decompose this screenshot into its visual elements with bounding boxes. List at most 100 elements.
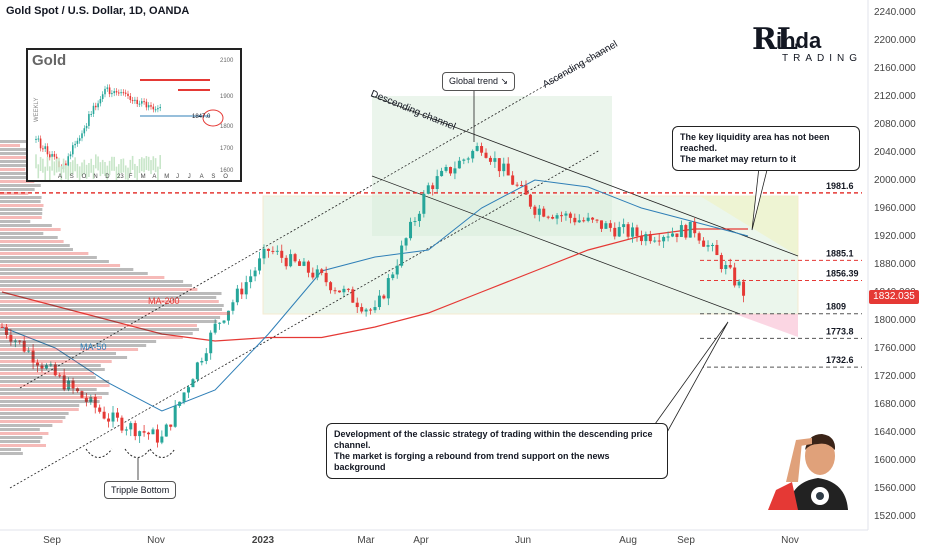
candle [444,164,448,173]
candle [657,233,661,246]
inset-candle-body [104,88,106,95]
inset-candle-body [67,156,69,166]
candle [742,279,746,303]
candle [302,257,306,267]
candle [355,297,359,314]
inset-candle-body [118,92,120,94]
candle [195,361,199,383]
price-tick: 1520.000 [874,511,916,522]
volume-profile-bar [0,316,221,319]
candle [124,426,128,436]
inset-candle-body [42,148,44,150]
volume-profile-bar [0,328,200,331]
volume-profile-bar [0,320,218,323]
volume-profile-bar [0,236,58,239]
candle [262,244,266,265]
inset-candle-body [39,138,42,149]
inset-volume-bar [99,162,102,177]
strategy-note-line2: The market is forging a rebound from tre… [334,451,610,472]
candle [386,273,390,306]
candle [404,237,408,251]
volume-profile-bar [0,152,28,155]
inset-candle-body [97,103,99,108]
inset-volume-bar [49,166,51,180]
bottom-arc-3 [149,448,176,458]
inset-x-tick: J [188,174,191,180]
candle [111,406,115,428]
candle [346,288,350,293]
inset-volume-bar [69,161,72,176]
candle [337,290,341,293]
inset-x-tick: S [211,174,215,180]
candle [58,372,62,378]
volume-profile-bar [0,284,192,287]
ma50-label: MA-50 [80,342,107,352]
candle [98,404,102,414]
inset-volume-bar [92,164,95,179]
candle [147,431,151,440]
volume-profile-bar [0,356,128,359]
inset-candle-body [127,93,129,96]
inset-volume-bar [106,165,109,180]
candle [275,245,279,256]
inset-candle-body [99,99,102,104]
candle [524,180,528,195]
volume-profile-bar [0,240,64,243]
candle [555,212,559,225]
candle [679,220,683,238]
candle [333,287,337,295]
inset-candle-body [145,101,148,108]
volume-profile-bar [0,424,53,427]
liquidity-note-line1: The key liquidity area has not been reac… [680,132,830,153]
inset-volume-bar [35,154,37,169]
inset-candle-body [101,94,104,100]
candle [266,248,270,258]
candle [599,220,603,232]
candle [382,294,386,300]
volume-profile-bar [0,148,28,151]
ascending-channel-label: Ascending channel [541,39,620,91]
inset-circle [202,109,224,127]
volume-profile-bar [0,256,97,259]
candle [18,340,22,345]
inset-candle-body [131,100,134,102]
candle [151,427,155,435]
candle [191,378,195,388]
inset-volume-bar [60,166,63,180]
candle [591,216,595,223]
inset-x-tick: S [70,174,74,180]
ascending-channel-lower [9,149,601,489]
volume-profile-bar [0,324,197,327]
inset-volume-bar [129,159,132,174]
candle [639,230,643,246]
inset-candle-body [124,92,127,94]
candle [258,252,262,275]
candle [67,377,71,392]
candle [129,421,133,437]
volume-profile-bar [0,292,222,295]
candle [480,142,484,156]
candle [493,151,497,168]
candle [249,269,253,289]
inset-candle-body [113,91,115,94]
global-trend-label: Global trend ↘ [442,72,516,91]
candle [102,406,106,420]
volume-profile-bar [0,344,147,347]
candle [187,385,190,399]
candle [31,343,35,370]
inset-y-tick: 1700 [220,146,234,152]
candle [622,218,626,234]
candle [520,180,524,187]
level-label: 1773.8 [826,326,854,336]
inset-volume-bar [124,165,127,180]
candle [546,215,550,220]
inset-volume-bar [55,158,58,173]
candle [253,267,257,282]
inset-y-tick: 1900 [220,94,234,100]
price-tick: 1880.000 [874,259,916,270]
target-zone [700,196,798,256]
inset-volume-bar [74,157,76,172]
candle [537,204,541,222]
price-tick: 1720.000 [874,371,916,382]
